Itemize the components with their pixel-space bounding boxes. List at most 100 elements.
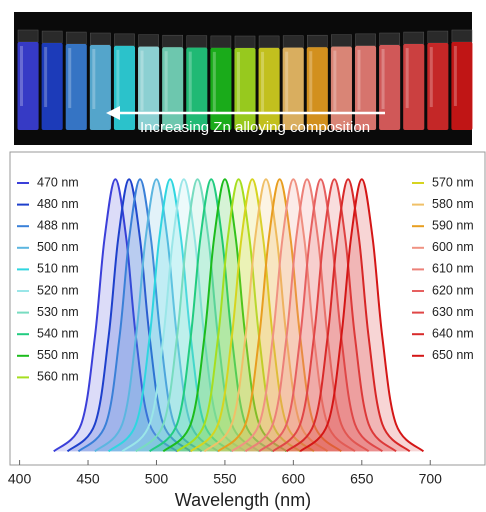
- vial: [427, 43, 449, 131]
- vial-cap: [41, 30, 63, 44]
- line: [162, 178, 288, 453]
- vial-glare: [309, 51, 313, 112]
- vial-cap: [355, 33, 376, 47]
- line: [189, 178, 315, 453]
- area: [177, 179, 301, 452]
- x-axis-label: Wavelength (nm): [175, 490, 311, 510]
- area: [245, 179, 369, 452]
- vial: [162, 47, 184, 130]
- vial-glare: [381, 49, 385, 109]
- vial-photo: [14, 12, 473, 145]
- legend-label: 550 nm: [37, 348, 79, 362]
- x-tick-label: 550: [213, 471, 237, 487]
- vial: [210, 47, 232, 131]
- line: [107, 178, 233, 453]
- legend-label: 630 nm: [432, 305, 474, 319]
- vial-cap: [258, 35, 280, 49]
- area: [190, 179, 314, 452]
- legend-label: 500 nm: [37, 240, 79, 254]
- area: [149, 179, 273, 452]
- line: [148, 178, 274, 453]
- legend-label: 600 nm: [432, 240, 474, 254]
- area: [53, 179, 178, 452]
- line: [258, 178, 384, 453]
- vial-cap: [138, 34, 159, 47]
- vial-glare: [429, 47, 433, 108]
- legend-label: 580 nm: [432, 197, 474, 211]
- area: [300, 179, 424, 452]
- vial-cap: [451, 29, 473, 43]
- vial-glare: [453, 46, 457, 106]
- x-tick-label: 450: [76, 471, 100, 487]
- vial-glare: [140, 50, 144, 111]
- line: [272, 178, 397, 453]
- legend-label: 510 nm: [37, 262, 79, 276]
- area: [259, 179, 383, 452]
- line: [231, 178, 356, 453]
- legend-label: 540 nm: [37, 326, 79, 340]
- plot-frame: [9, 151, 486, 466]
- vial-cap: [282, 35, 304, 48]
- vial: [451, 42, 473, 130]
- vial-cap: [379, 32, 400, 46]
- vial-cap: [210, 35, 232, 49]
- area: [108, 179, 232, 452]
- area: [78, 179, 202, 452]
- x-tick-label: 400: [8, 471, 32, 487]
- line: [53, 178, 178, 453]
- area: [231, 179, 355, 452]
- legend-label: 470 nm: [37, 175, 79, 189]
- legend-label: 640 nm: [432, 326, 474, 340]
- legend-label: 480 nm: [37, 197, 79, 211]
- line: [135, 178, 260, 453]
- legend-label: 570 nm: [432, 175, 474, 189]
- legend-label: 590 nm: [432, 218, 474, 232]
- x-tick-label: 650: [350, 471, 374, 487]
- area: [122, 179, 246, 452]
- line: [244, 178, 370, 453]
- vial-cap: [65, 31, 87, 45]
- vial: [379, 45, 401, 130]
- vial: [186, 47, 208, 131]
- vial-cap: [307, 34, 328, 48]
- vial: [282, 47, 304, 131]
- x-tick-label: 700: [419, 471, 443, 487]
- legend-label: 530 nm: [37, 305, 79, 319]
- vial: [138, 46, 160, 130]
- vial-cap: [90, 32, 111, 46]
- vial-cap: [17, 29, 39, 43]
- vial: [65, 44, 87, 130]
- vial: [234, 48, 256, 130]
- legend-label: 620 nm: [432, 283, 474, 297]
- area: [135, 179, 260, 452]
- line: [176, 178, 301, 453]
- vial-cap: [403, 31, 425, 45]
- vial: [41, 43, 63, 131]
- vial-glare: [92, 49, 96, 109]
- vial: [17, 42, 39, 130]
- vial-glare: [261, 51, 265, 112]
- line: [77, 178, 203, 453]
- line: [66, 178, 192, 453]
- legend-label: 520 nm: [37, 283, 79, 297]
- area: [272, 179, 397, 452]
- line: [217, 178, 342, 453]
- photo-caption: Increasing Zn alloying composition: [140, 119, 370, 136]
- vial-glare: [236, 52, 240, 112]
- vial-glare: [116, 49, 120, 110]
- line: [121, 178, 247, 453]
- vial-glare: [212, 51, 216, 112]
- legend-label: 488 nm: [37, 218, 79, 232]
- vial-glare: [405, 48, 409, 109]
- vial-cap: [234, 35, 256, 49]
- area: [204, 179, 328, 452]
- vial-glare: [68, 48, 72, 109]
- line: [94, 178, 219, 453]
- vial-cap: [114, 33, 135, 47]
- vial-glare: [44, 47, 48, 108]
- line: [285, 178, 411, 453]
- vial-glare: [357, 49, 361, 110]
- vial-glare: [20, 46, 23, 106]
- legend-label: 610 nm: [432, 262, 474, 276]
- area: [67, 179, 191, 452]
